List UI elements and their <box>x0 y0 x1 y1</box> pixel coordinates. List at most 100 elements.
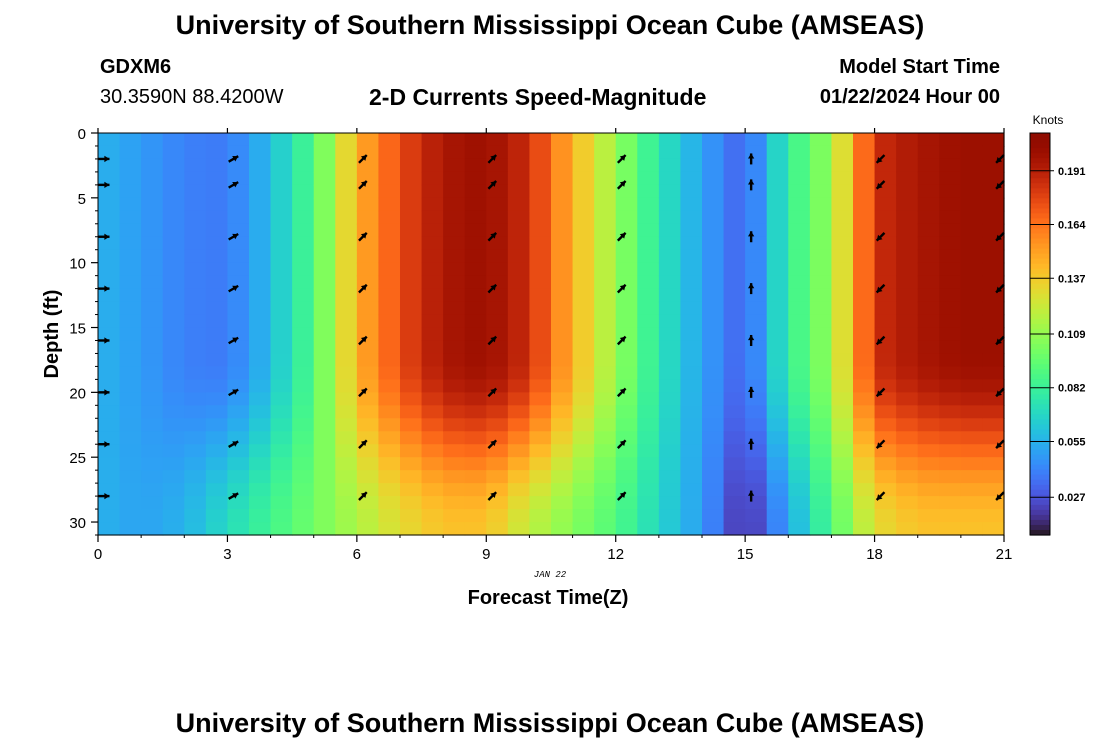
heatmap-cell <box>766 171 789 186</box>
heatmap-cell <box>464 457 487 471</box>
heatmap-cell <box>853 353 876 368</box>
heatmap-cell <box>270 483 293 497</box>
heatmap-cell <box>98 470 121 484</box>
current-arrow <box>748 283 755 295</box>
heatmap-cell <box>270 418 293 432</box>
heatmap-cell <box>572 340 595 355</box>
heatmap-cell <box>853 210 876 225</box>
heatmap-cell <box>702 197 725 212</box>
heatmap-cell <box>637 301 660 316</box>
heatmap-cell <box>917 522 940 536</box>
heatmap-cell <box>400 184 423 199</box>
axes: 0 3 6 9 12 15 18 21 0 5 10 15 20 25 30 <box>69 126 1012 563</box>
heatmap-cell <box>809 340 833 355</box>
heatmap-cell <box>572 301 595 316</box>
heatmap-cell <box>141 405 164 419</box>
heatmap-cell <box>637 262 660 277</box>
heatmap-cell <box>443 392 466 406</box>
heatmap-cell <box>572 405 595 419</box>
heatmap-cell <box>896 379 919 393</box>
colorbar-swatch <box>1030 349 1050 355</box>
heatmap-cell <box>507 457 531 471</box>
heatmap-cell <box>551 301 574 316</box>
heatmap-cell <box>421 496 444 510</box>
heatmap-cell <box>982 522 1005 536</box>
heatmap-cell <box>378 509 401 523</box>
current-arrow <box>875 180 886 190</box>
heatmap-cell <box>205 340 229 355</box>
y-tick-label: 5 <box>78 191 86 208</box>
heatmap-cell <box>184 288 207 303</box>
heatmap-cell <box>853 483 876 497</box>
current-arrow <box>748 153 755 165</box>
heatmap-cell <box>141 379 164 393</box>
heatmap-cell <box>400 444 423 458</box>
colorbar-swatch <box>1030 218 1050 225</box>
heatmap-cell <box>637 210 660 225</box>
heatmap-cell <box>637 418 660 432</box>
heatmap-cell <box>939 353 962 368</box>
heatmap-cell <box>723 223 746 238</box>
heatmap-cell <box>162 327 185 342</box>
heatmap-cell <box>292 470 315 484</box>
heatmap-cell <box>184 392 207 406</box>
heatmap-cell <box>551 314 574 329</box>
current-arrow <box>358 491 368 501</box>
heatmap-cell <box>572 158 595 173</box>
heatmap-cell <box>184 301 207 316</box>
heatmap-cell <box>443 133 466 147</box>
heatmap-cell <box>464 418 487 432</box>
colorbar-swatch <box>1030 303 1050 310</box>
heatmap-cell <box>507 366 531 380</box>
heatmap-cell <box>313 483 336 497</box>
heatmap-cell <box>874 301 897 316</box>
heatmap-cell <box>464 470 487 484</box>
heatmap-cell <box>98 457 121 471</box>
heatmap-cell <box>960 366 984 380</box>
heatmap-cell <box>917 236 940 251</box>
current-arrow <box>487 335 498 346</box>
heatmap-cell <box>400 249 423 264</box>
heatmap-cell <box>939 457 962 471</box>
current-arrow <box>487 439 498 449</box>
date-label: JAN 22 <box>534 570 567 580</box>
colorbar-swatch <box>1030 354 1050 360</box>
heatmap-cell <box>766 133 789 147</box>
heatmap-cell <box>464 392 487 406</box>
heatmap-cell <box>745 418 768 432</box>
heatmap-cell <box>615 509 638 523</box>
heatmap-cell <box>960 444 984 458</box>
heatmap-cell <box>745 483 768 497</box>
heatmap-cell <box>141 392 164 406</box>
heatmap-cell <box>313 353 336 368</box>
heatmap-cell <box>205 405 229 419</box>
heatmap-cell <box>960 262 984 277</box>
heatmap-cell <box>205 327 229 342</box>
heatmap-cell <box>400 353 423 368</box>
heatmap-cell <box>335 496 358 510</box>
heatmap-cell <box>982 509 1005 523</box>
heatmap-cell <box>227 470 250 484</box>
heatmap-cell <box>702 158 725 173</box>
heatmap-cell <box>572 262 595 277</box>
heatmap-cell <box>572 184 595 199</box>
heatmap-cell <box>162 314 185 329</box>
y-tick-label: 30 <box>69 515 86 532</box>
heatmap-cell <box>141 353 164 368</box>
heatmap-cell <box>249 366 272 380</box>
heatmap-cell <box>766 496 789 510</box>
heatmap-cell <box>917 184 940 199</box>
heatmap-cell <box>335 379 358 393</box>
colorbar-swatch <box>1030 424 1050 431</box>
heatmap-cell <box>809 314 833 329</box>
heatmap-cell <box>400 236 423 251</box>
heatmap-cell <box>658 223 682 238</box>
heatmap-cell <box>507 522 531 536</box>
heatmap-cell <box>270 457 293 471</box>
colorbar-swatch <box>1030 524 1050 531</box>
heatmap-cell <box>615 392 638 406</box>
heatmap-cell <box>378 262 401 277</box>
heatmap-cell <box>529 418 552 432</box>
heatmap-cell <box>141 262 164 277</box>
heatmap-cell <box>227 145 250 160</box>
